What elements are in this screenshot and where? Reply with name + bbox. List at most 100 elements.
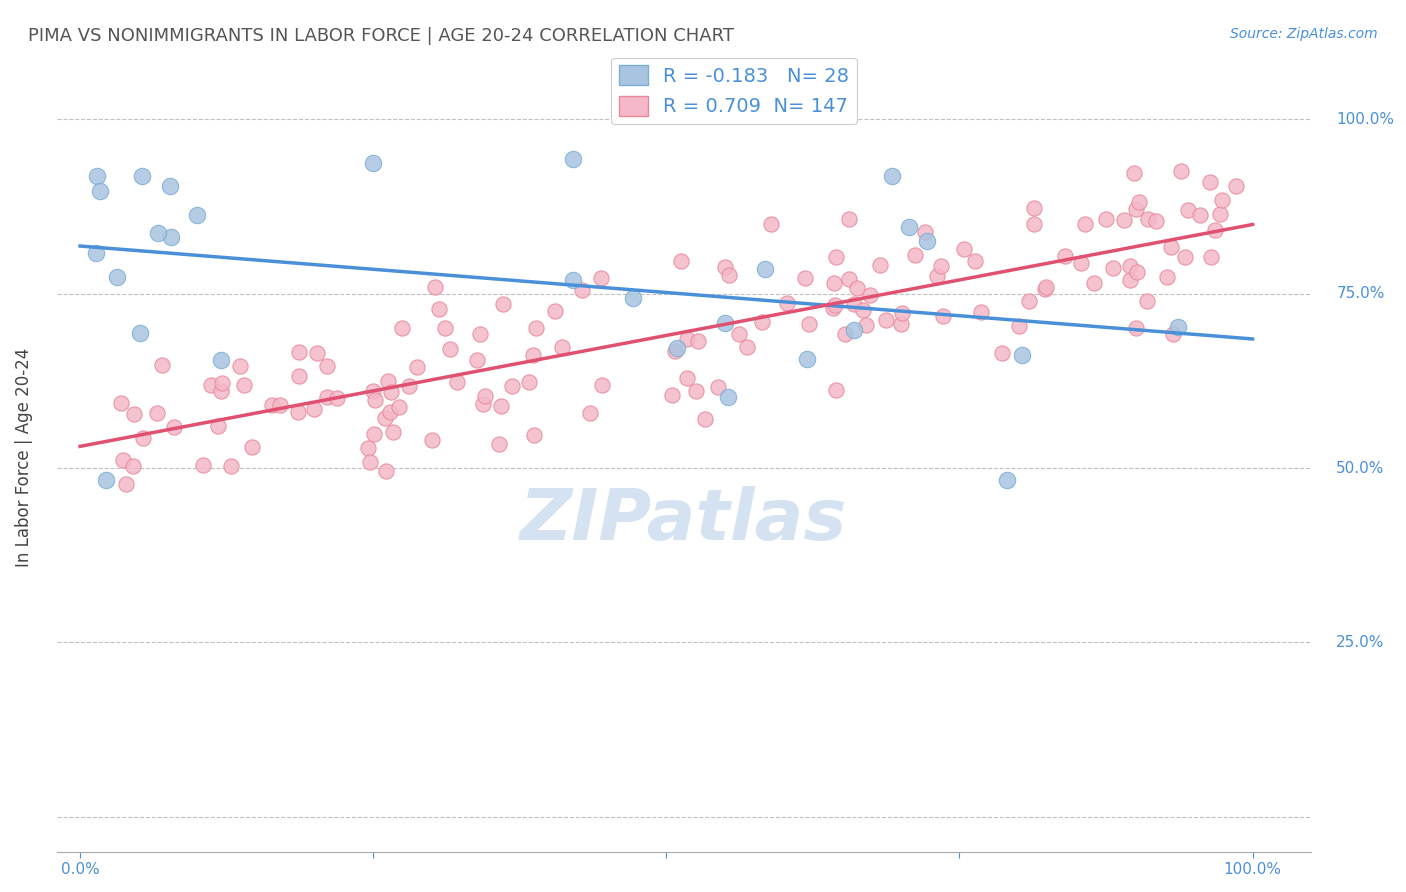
Point xyxy=(917,234,939,248)
Point xyxy=(591,378,613,392)
Point xyxy=(852,302,875,317)
Point xyxy=(122,407,145,421)
Point xyxy=(89,184,111,198)
Point xyxy=(797,317,820,331)
Point xyxy=(695,411,717,425)
Point xyxy=(1074,217,1097,231)
Text: 75.0%: 75.0% xyxy=(1336,286,1385,301)
Point xyxy=(316,390,339,404)
Point xyxy=(717,391,740,405)
Point xyxy=(361,384,384,399)
Point xyxy=(260,398,283,412)
Point xyxy=(381,425,404,439)
Point xyxy=(1209,207,1232,221)
Point xyxy=(551,340,574,354)
Point xyxy=(713,260,735,274)
Point xyxy=(823,301,845,316)
Text: Source: ZipAtlas.com: Source: ZipAtlas.com xyxy=(1230,27,1378,41)
Point xyxy=(1022,217,1045,231)
Point xyxy=(112,453,135,467)
Point xyxy=(211,376,233,390)
Point xyxy=(796,351,818,366)
Point xyxy=(1070,256,1092,270)
Point xyxy=(1167,320,1189,334)
Point xyxy=(1128,195,1150,210)
Point xyxy=(1189,208,1212,222)
Point xyxy=(714,316,737,330)
Point xyxy=(1225,178,1247,193)
Point xyxy=(824,250,846,264)
Point xyxy=(1170,163,1192,178)
Point xyxy=(240,440,263,454)
Point xyxy=(1008,319,1031,334)
Text: 100.0%: 100.0% xyxy=(1336,112,1395,127)
Point xyxy=(855,318,877,332)
Point xyxy=(374,411,396,425)
Point xyxy=(1136,293,1159,308)
Text: ZIPatlas: ZIPatlas xyxy=(520,486,848,555)
Point xyxy=(287,369,309,384)
Point xyxy=(446,375,468,389)
Point xyxy=(465,353,488,368)
Point xyxy=(897,219,920,234)
Point xyxy=(163,419,186,434)
Point xyxy=(925,268,948,283)
Point xyxy=(86,169,108,183)
Text: 25.0%: 25.0% xyxy=(1336,635,1385,650)
Point xyxy=(186,208,208,222)
Point xyxy=(676,333,699,347)
Point xyxy=(159,179,181,194)
Point xyxy=(114,477,136,491)
Point xyxy=(1083,276,1105,290)
Point xyxy=(1035,280,1057,294)
Point xyxy=(717,268,740,283)
Point xyxy=(433,320,456,334)
Point xyxy=(1174,250,1197,264)
Point xyxy=(875,313,897,327)
Point xyxy=(517,375,540,389)
Point xyxy=(706,380,728,394)
Point xyxy=(995,473,1018,487)
Point xyxy=(105,269,128,284)
Point xyxy=(571,283,593,297)
Point xyxy=(686,334,709,348)
Point xyxy=(1011,348,1033,362)
Point xyxy=(471,397,494,411)
Point xyxy=(561,153,583,167)
Point xyxy=(824,298,846,312)
Point xyxy=(664,343,686,358)
Point xyxy=(492,297,515,311)
Point xyxy=(838,272,860,286)
Point xyxy=(207,418,229,433)
Point xyxy=(359,455,381,469)
Point xyxy=(544,303,567,318)
Point xyxy=(880,169,903,184)
Point xyxy=(845,281,868,295)
Text: PIMA VS NONIMMIGRANTS IN LABOR FORCE | AGE 20-24 CORRELATION CHART: PIMA VS NONIMMIGRANTS IN LABOR FORCE | A… xyxy=(28,27,734,45)
Point xyxy=(890,317,912,331)
Point xyxy=(932,309,955,323)
Point xyxy=(94,473,117,487)
Point xyxy=(146,227,169,241)
Point xyxy=(1160,240,1182,254)
Point xyxy=(1199,250,1222,264)
Point xyxy=(1125,202,1147,216)
Point xyxy=(761,217,783,231)
Point xyxy=(669,254,692,268)
Point xyxy=(1126,265,1149,279)
Point xyxy=(904,248,927,262)
Point xyxy=(326,391,349,405)
Point xyxy=(1054,249,1077,263)
Legend: R = -0.183   N= 28, R = 0.709  N= 147: R = -0.183 N= 28, R = 0.709 N= 147 xyxy=(612,58,858,124)
Point xyxy=(398,379,420,393)
Point xyxy=(1204,222,1226,236)
Point xyxy=(661,388,683,402)
Point xyxy=(405,359,427,374)
Point xyxy=(427,301,450,316)
Point xyxy=(501,379,523,393)
Point xyxy=(1024,201,1046,215)
Point xyxy=(1144,214,1167,228)
Point xyxy=(834,327,856,342)
Point xyxy=(963,253,986,268)
Point xyxy=(1033,282,1056,296)
